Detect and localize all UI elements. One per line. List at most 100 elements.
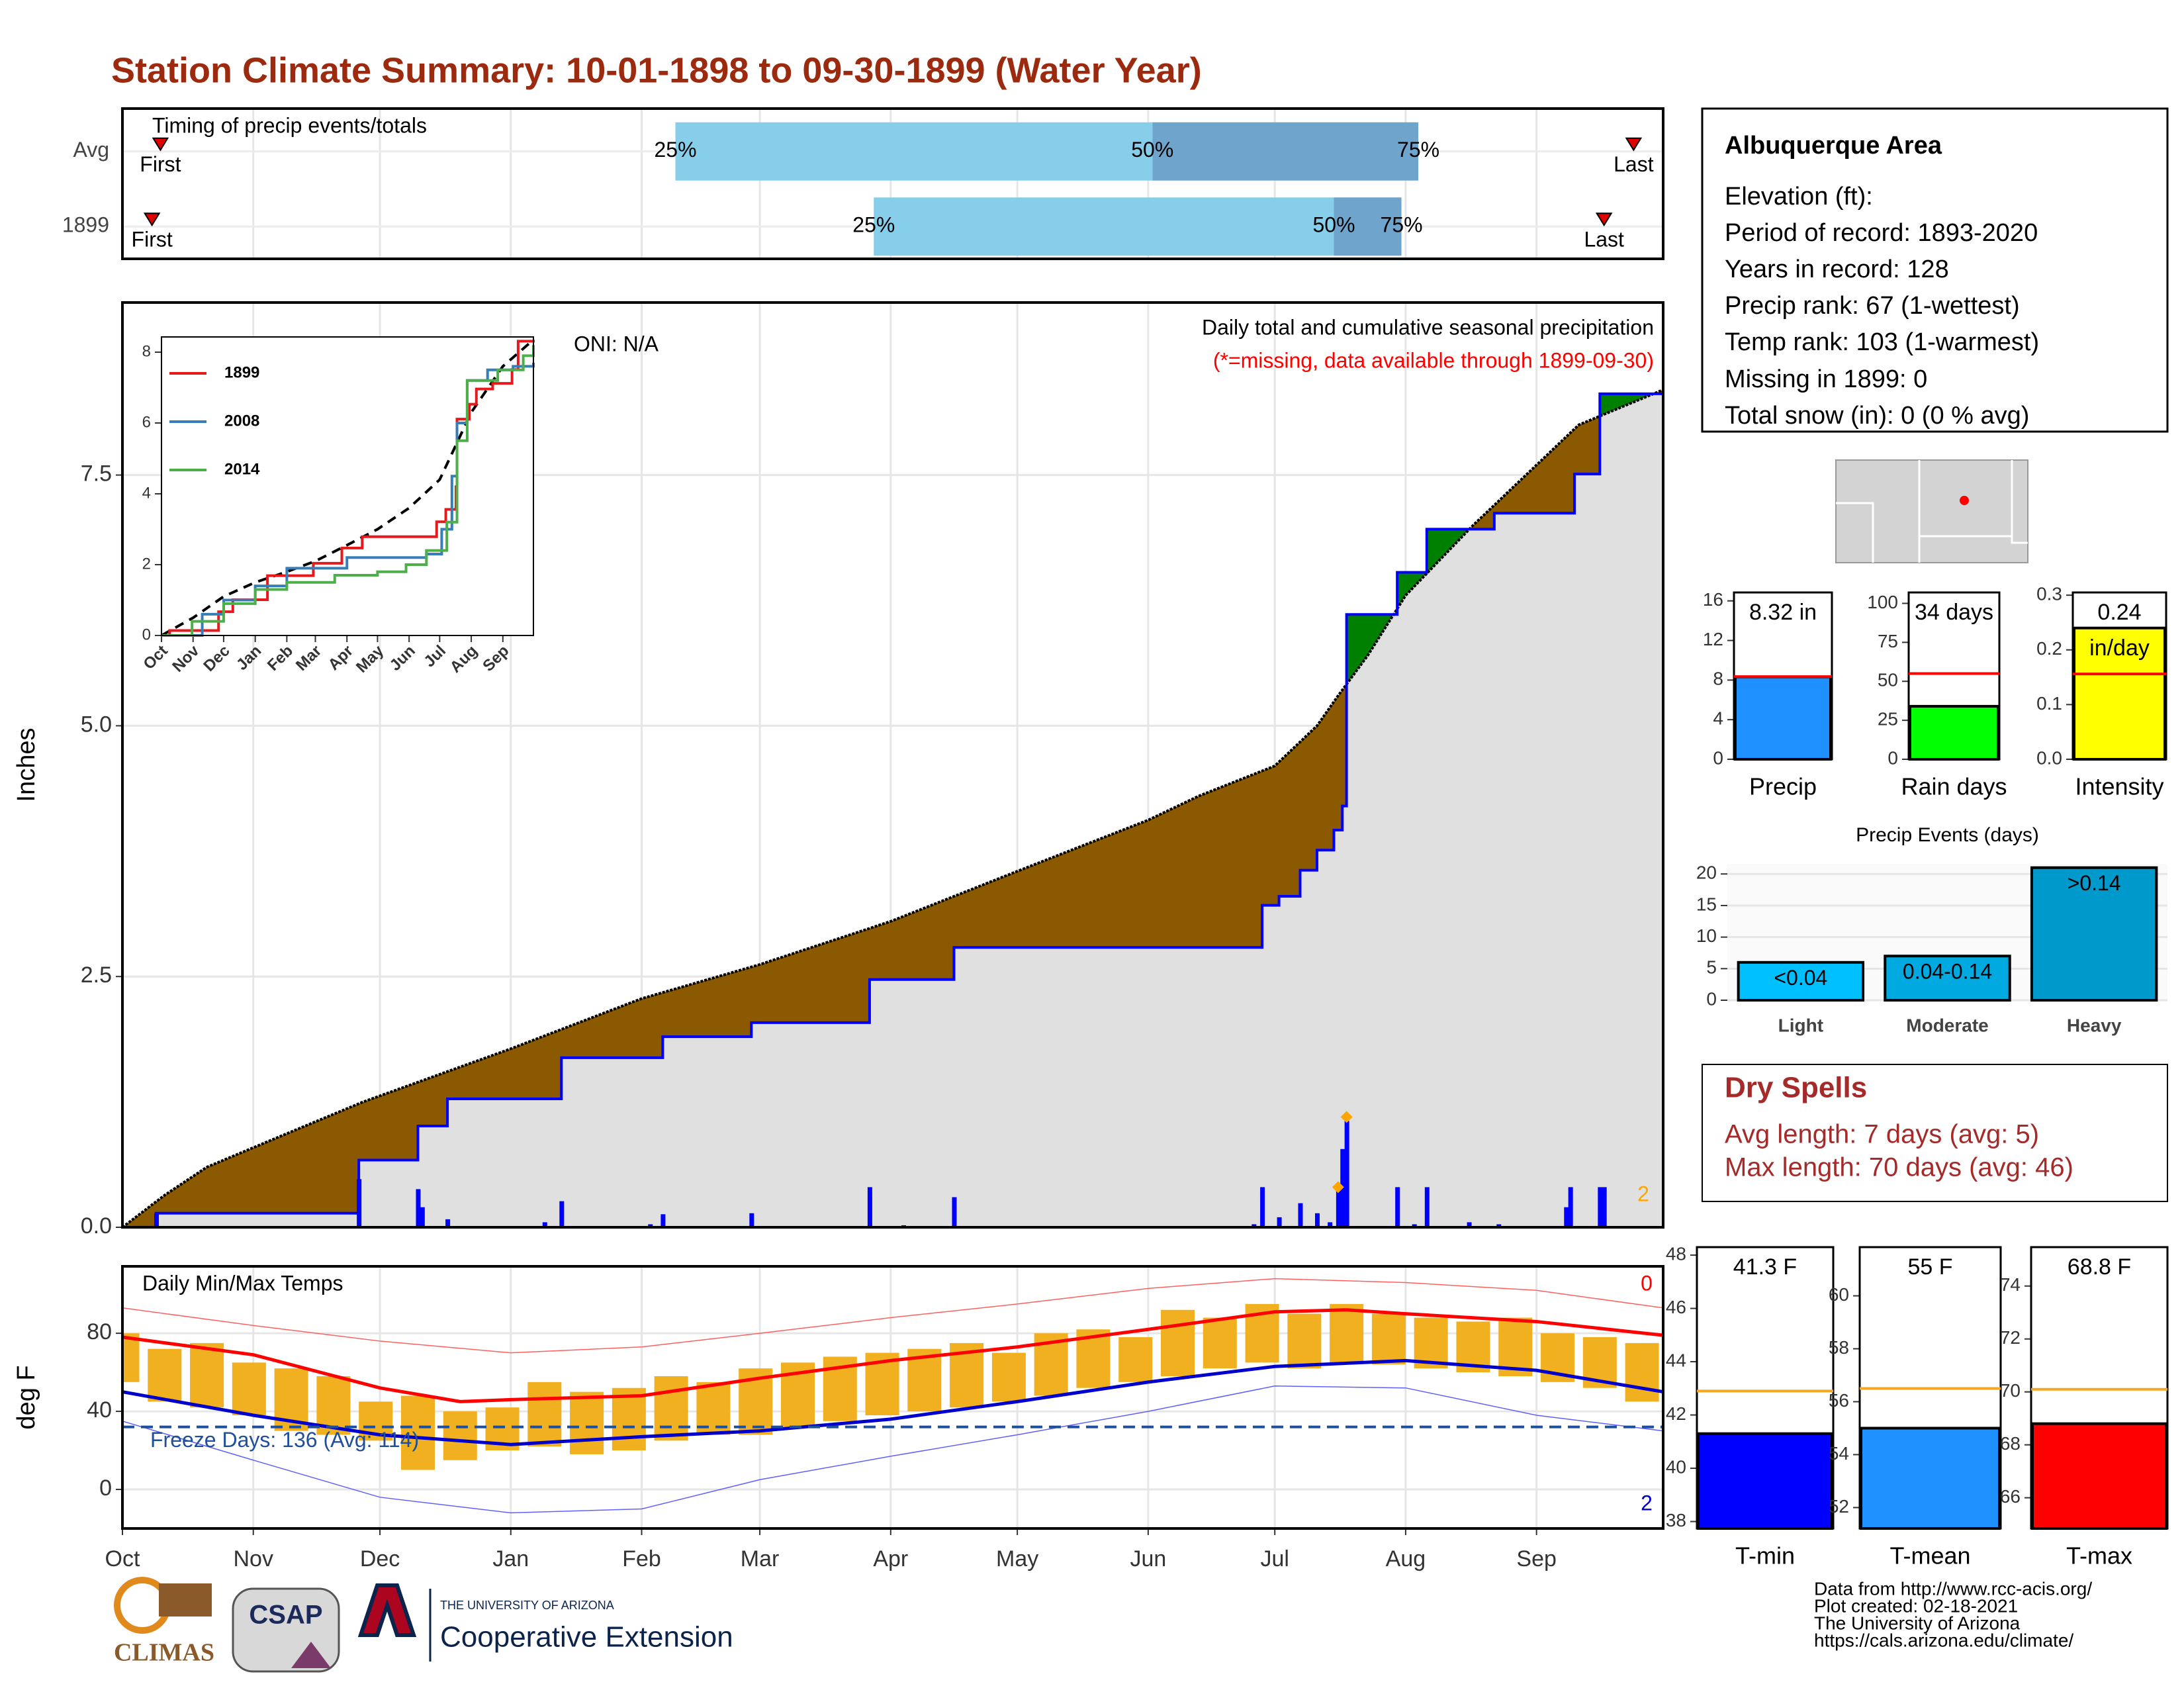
panel-frame (121, 1265, 1664, 1530)
value-label: 34 days (1915, 600, 1993, 625)
state-border (1836, 502, 1874, 563)
footer-line: Data from http://www.rcc-acis.org/ (1814, 1578, 2092, 1599)
inset-background (161, 337, 533, 635)
legend-label: 2008 (224, 412, 259, 430)
info-line: Period of record: 1893-2020 (1725, 219, 2038, 247)
timing-marker (1625, 137, 1643, 152)
y-tick-label: 25 (1878, 709, 1898, 729)
y-tick-label: 8 (142, 342, 151, 360)
daily-precip-bar (1602, 1187, 1607, 1227)
quantile-label: 75% (1397, 138, 1439, 162)
y-tick-label: 2.5 (81, 962, 112, 988)
x-tick-label: Oct (105, 1546, 140, 1571)
y-tick-label: 4 (142, 484, 151, 502)
y-tick-label: 74 (2000, 1274, 2021, 1295)
daily-temp-bar (654, 1376, 688, 1441)
daily-precip-bar (542, 1222, 547, 1227)
x-tick-label: Mar (741, 1546, 780, 1571)
y-tick-label: 8 (1713, 669, 1723, 689)
category-label: T-min (1735, 1542, 1795, 1570)
y-tick-label: 6 (142, 413, 151, 431)
bar (1884, 955, 2011, 1002)
daily-temp-bar (122, 1333, 140, 1382)
y-tick-label: 52 (1829, 1496, 1849, 1517)
y-tick-label: 44 (1666, 1350, 1686, 1370)
avg-max-line (122, 1308, 1663, 1403)
record-min-line (122, 1385, 1663, 1514)
university-name: THE UNIVERSITY OF ARIZONA (440, 1599, 614, 1612)
bar (2031, 1422, 2167, 1530)
logos: CLIMAS CSAP THE UNIVERSITY OF ARIZONA Co… (114, 1577, 733, 1673)
y-tick-label: 7.5 (81, 461, 112, 487)
quantile-label: 50% (1131, 138, 1173, 162)
quantile-label: 50% (1312, 213, 1355, 237)
daily-precip-bar (1467, 1222, 1472, 1227)
record-high-count: 0 (1641, 1271, 1653, 1295)
daily-temp-bar (1161, 1309, 1195, 1377)
daily-temp-bar (1371, 1313, 1406, 1365)
category-label: Heavy (2067, 1015, 2122, 1035)
record-marker (1340, 1111, 1353, 1123)
y-tick-label: 0.0 (2036, 747, 2062, 768)
marker-label: First (140, 152, 181, 176)
footer-line: The University of Arizona (1814, 1613, 2021, 1633)
daily-precip-bar (1336, 1187, 1341, 1227)
daily-temp-bar (991, 1352, 1026, 1402)
marker-label: Last (1584, 228, 1624, 252)
daily-temp-bar (1203, 1317, 1237, 1369)
panel-title: Precip Events (days) (1856, 824, 2039, 846)
bar (2030, 866, 2158, 1002)
locator-map (1835, 459, 2028, 563)
y-tick-label: 54 (1829, 1443, 1849, 1464)
daily-precip-bar (1260, 1187, 1265, 1227)
x-tick-label: Nov (233, 1546, 273, 1571)
marker-label: First (132, 228, 173, 252)
category-label: Intensity (2075, 773, 2163, 800)
panel-frame (161, 336, 534, 636)
daily-precip-bar (559, 1201, 565, 1227)
daily-precip-bar (1424, 1187, 1430, 1227)
info-box (1701, 107, 2169, 433)
daily-temp-bar (1625, 1342, 1659, 1402)
info-line: Total snow (in): 0 (0 % avg) (1725, 402, 2029, 430)
daily-temp-bar (190, 1342, 224, 1408)
y-tick-label: 100 (1867, 592, 1898, 612)
daily-temp-bar (570, 1391, 604, 1454)
csap-logo: CSAP (249, 1601, 322, 1630)
y-tick-label: 0 (99, 1476, 112, 1501)
bar (1697, 1432, 1833, 1530)
y-tick-label: 72 (2000, 1327, 2021, 1348)
y-tick-label: 75 (1878, 631, 1898, 651)
x-tick-label: Aug (1386, 1546, 1426, 1571)
x-tick-label: Dec (360, 1546, 400, 1571)
y-tick-label: 46 (1666, 1297, 1686, 1317)
bar-label: 0.04-0.14 (1903, 960, 1992, 984)
daily-precip-bar (420, 1207, 425, 1227)
row-label: Avg (73, 138, 109, 162)
info-line: Temp rank: 103 (1-warmest) (1725, 328, 2039, 356)
daily-precip-bar (1298, 1203, 1303, 1227)
daily-precip-bar (1251, 1224, 1257, 1227)
category-label: T-mean (1889, 1542, 1970, 1570)
y-tick-label: 66 (2000, 1486, 2021, 1507)
missing-note: (*=missing, data available through 1899-… (1213, 348, 1654, 372)
daily-temp-bar (232, 1362, 266, 1415)
observed-line (122, 389, 1664, 1229)
panel-subtitle: Daily total and cumulative seasonal prec… (1202, 315, 1654, 339)
panel-title: Daily Min/Max Temps (142, 1271, 343, 1295)
category-label: T-max (2066, 1542, 2132, 1570)
x-tick-label: May (996, 1546, 1038, 1571)
footer-line: https://cals.arizona.edu/climate/ (1814, 1630, 2073, 1650)
category-label: Moderate (1906, 1015, 1988, 1035)
y-tick-label: 20 (1696, 863, 1717, 883)
y-tick-label: 0 (1713, 747, 1723, 768)
x-tick-label: Feb (622, 1546, 661, 1571)
average-line (161, 338, 535, 637)
y-tick-label: 10 (1696, 925, 1717, 946)
y-tick-label: 0 (142, 626, 151, 643)
x-tick-label: Jun (1130, 1546, 1166, 1571)
daily-precip-bar (660, 1214, 666, 1227)
dry-spells-box (1702, 1064, 2168, 1202)
panel-frame (121, 301, 1664, 1229)
